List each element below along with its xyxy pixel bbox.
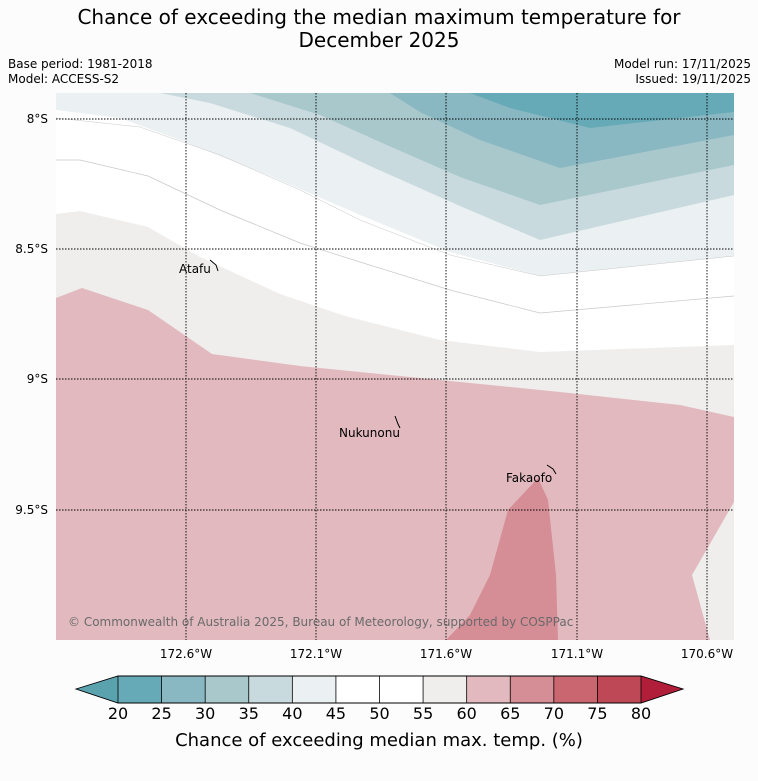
meta-left: Base period: 1981-2018 Model: ACCESS-S2 [8, 57, 153, 87]
colorbar-cell [205, 676, 250, 703]
graticule [56, 93, 734, 640]
colorbar-cell [423, 676, 468, 703]
colorbar-tick-label: 35 [238, 704, 259, 723]
colorbar-label: Chance of exceeding median max. temp. (%… [175, 730, 583, 751]
colorbar-tick-label: 70 [543, 704, 564, 723]
contour-line-50 [56, 159, 734, 314]
lon-label-171-6w: 171.6°W [419, 647, 473, 661]
colorbar-outline [74, 675, 685, 704]
colorbar-cell [335, 676, 380, 703]
colorbar-tick-label: 75 [587, 704, 608, 723]
colorbar-extend-high [641, 676, 683, 703]
place-label-nukunonu: Nukunonu [339, 426, 400, 440]
colorbar-tick-label: 55 [412, 704, 434, 723]
colorbar-tick-label: 65 [500, 704, 521, 723]
lat-label-9-5s: 9.5°S [15, 503, 48, 517]
colorbar-extend-low [76, 676, 118, 703]
lat-label-8s: 8°S [26, 112, 48, 126]
colorbar-cell [597, 676, 642, 703]
issued-date: Issued: 19/11/2025 [635, 72, 751, 86]
place-label-fakaofo: Fakaofo [506, 471, 553, 485]
lon-label-172-6w: 172.6°W [159, 647, 213, 661]
colorbar-cell [118, 676, 163, 703]
contour-band-65-70 [446, 478, 558, 640]
model-run: Model run: 17/11/2025 [613, 57, 751, 71]
colorbar-cell [379, 676, 424, 703]
contour-band-60-65 [56, 288, 734, 640]
colorbar-tick-label: 25 [151, 704, 172, 723]
lon-label-171-1w: 171.1°W [550, 647, 604, 661]
meta-right: Model run: 17/11/2025 Issued: 19/11/2025 [614, 57, 751, 87]
contour-band-55-60-east [692, 502, 734, 640]
colorbar-tick-label: 50 [369, 704, 390, 723]
atafu-island [209, 259, 219, 272]
copyright-notice: © Commonwealth of Australia 2025, Bureau… [68, 615, 574, 629]
colorbar-cell [292, 676, 337, 703]
lat-label-9s: 9°S [26, 372, 48, 386]
colorbar-tick-label: 20 [107, 704, 129, 723]
nukunonu-island [394, 415, 401, 429]
contour-fills [56, 93, 734, 640]
colorbar-tick-label: 80 [630, 704, 652, 723]
colorbar [74, 675, 685, 704]
title-line-2: December 2025 [298, 28, 460, 52]
lat-label-8-5s: 8.5°S [15, 242, 48, 256]
fakaofo-island [546, 464, 557, 475]
lon-label-172-1w: 172.1°W [289, 647, 343, 661]
colorbar-tick-marks [117, 676, 642, 703]
colorbar-tick-label: 30 [194, 704, 216, 723]
colorbar-cell [161, 676, 206, 703]
colorbar-cells [118, 676, 642, 703]
title-line-1: Chance of exceeding the median maximum t… [77, 5, 681, 29]
place-label-atafu: Atafu [179, 262, 211, 276]
colorbar-cell [248, 676, 293, 703]
colorbar-cell [510, 676, 555, 703]
model-name: Model: ACCESS-S2 [8, 72, 120, 86]
contour-line-45 [56, 117, 734, 277]
colorbar-cell [466, 676, 511, 703]
lon-label-170-6w: 170.6°W [680, 647, 734, 661]
map-title: Chance of exceeding the median maximum t… [0, 6, 758, 52]
colorbar-tick-label: 45 [325, 704, 347, 723]
colorbar-cell [553, 676, 598, 703]
colorbar-tick-label: 40 [282, 704, 303, 723]
colorbar-tick-label: 60 [456, 704, 477, 723]
base-period: Base period: 1981-2018 [8, 57, 153, 71]
